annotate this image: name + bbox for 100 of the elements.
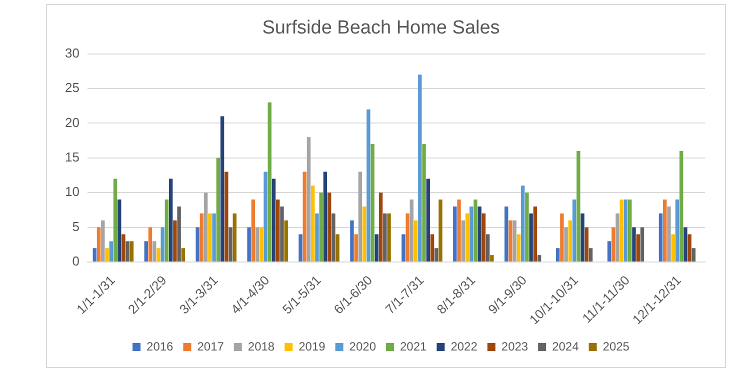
bar bbox=[126, 241, 130, 262]
bar bbox=[168, 178, 173, 262]
bar bbox=[525, 192, 529, 262]
bar bbox=[216, 158, 220, 262]
bar bbox=[247, 227, 251, 262]
bar bbox=[315, 213, 319, 262]
bar bbox=[362, 206, 366, 262]
bar bbox=[529, 213, 533, 262]
chart-title: Surfside Beach Home Sales bbox=[262, 18, 500, 39]
bar bbox=[453, 206, 457, 262]
bar bbox=[636, 234, 640, 262]
bar bbox=[220, 116, 224, 262]
bar bbox=[508, 220, 512, 262]
bar bbox=[616, 213, 620, 262]
bar bbox=[580, 213, 584, 262]
bar bbox=[272, 178, 276, 262]
bar bbox=[572, 200, 576, 262]
bar bbox=[434, 248, 438, 262]
bar bbox=[474, 200, 478, 262]
bar bbox=[268, 102, 272, 262]
bar bbox=[264, 172, 268, 262]
bar bbox=[671, 234, 675, 262]
bar bbox=[516, 234, 521, 262]
bar bbox=[105, 248, 109, 262]
bar bbox=[196, 227, 200, 262]
bar bbox=[122, 234, 126, 262]
legend-label: 2016 bbox=[146, 339, 174, 354]
bar bbox=[568, 220, 572, 262]
bar bbox=[109, 241, 113, 262]
bar bbox=[327, 192, 332, 262]
bar bbox=[130, 241, 134, 262]
y-tick-label: 10 bbox=[64, 184, 80, 200]
bar bbox=[537, 255, 542, 262]
bar bbox=[370, 144, 374, 262]
bar bbox=[113, 178, 118, 262]
bar bbox=[298, 234, 302, 262]
bar bbox=[323, 172, 328, 262]
bar bbox=[675, 200, 680, 262]
bar bbox=[260, 227, 264, 262]
bar bbox=[478, 206, 482, 262]
bar bbox=[406, 213, 410, 262]
bar bbox=[410, 200, 414, 262]
bar bbox=[212, 213, 216, 262]
bar bbox=[232, 213, 236, 262]
bar bbox=[584, 227, 588, 262]
bar bbox=[164, 200, 169, 262]
legend-label: 2021 bbox=[400, 339, 428, 354]
bar bbox=[632, 227, 636, 262]
bar bbox=[255, 227, 260, 262]
bar bbox=[251, 200, 256, 262]
legend-label: 2023 bbox=[501, 339, 528, 354]
bar bbox=[457, 200, 461, 262]
legend-label: 2022 bbox=[450, 339, 478, 354]
bar bbox=[667, 206, 671, 262]
bar bbox=[332, 213, 336, 262]
bar bbox=[679, 150, 684, 262]
bar bbox=[319, 192, 323, 262]
bar bbox=[533, 206, 538, 262]
bar bbox=[224, 172, 228, 262]
bar bbox=[402, 234, 406, 262]
bar bbox=[607, 241, 612, 262]
bar bbox=[280, 206, 284, 262]
bar bbox=[276, 200, 280, 262]
bar bbox=[92, 248, 97, 262]
bar bbox=[302, 172, 306, 262]
bar bbox=[306, 137, 311, 262]
bar bbox=[482, 213, 486, 262]
bar bbox=[490, 255, 494, 262]
bar bbox=[152, 241, 156, 262]
bar bbox=[688, 234, 692, 262]
bar bbox=[612, 227, 616, 262]
bar bbox=[414, 220, 418, 262]
bar bbox=[422, 144, 426, 262]
bar bbox=[426, 178, 430, 262]
bar bbox=[118, 200, 122, 262]
legend-label: 2024 bbox=[552, 339, 580, 354]
bar bbox=[358, 172, 362, 262]
y-tick-label: 20 bbox=[64, 114, 80, 130]
bar bbox=[628, 200, 632, 262]
bar bbox=[148, 227, 152, 262]
bar bbox=[512, 220, 516, 262]
legend-label: 2025 bbox=[602, 339, 630, 354]
bar bbox=[156, 248, 160, 262]
bar bbox=[160, 227, 164, 262]
bar bbox=[336, 234, 340, 262]
bar bbox=[200, 213, 204, 262]
bar bbox=[504, 206, 508, 262]
bar bbox=[520, 186, 525, 262]
bar bbox=[692, 248, 696, 262]
bar bbox=[144, 241, 148, 262]
bar bbox=[564, 227, 568, 262]
y-tick-label: 30 bbox=[64, 45, 80, 60]
y-tick-label: 0 bbox=[72, 254, 80, 269]
legend-label: 2017 bbox=[197, 339, 224, 354]
bar bbox=[350, 220, 354, 262]
bar bbox=[620, 200, 624, 262]
bar bbox=[208, 213, 212, 262]
y-tick-label: 25 bbox=[64, 80, 80, 96]
bar bbox=[576, 150, 580, 262]
bar bbox=[486, 234, 490, 262]
